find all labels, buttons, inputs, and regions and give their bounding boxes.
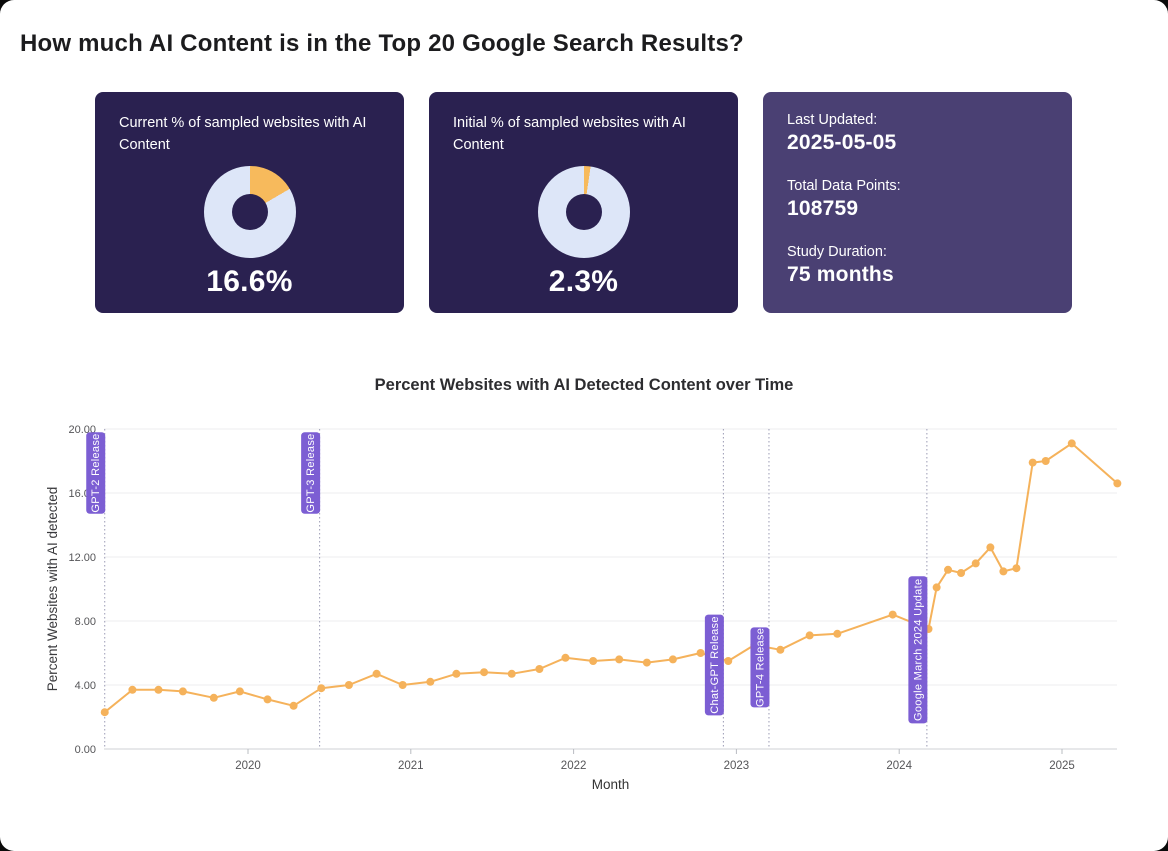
data-point bbox=[642, 658, 651, 667]
y-axis-label: Percent Websites with AI detected bbox=[45, 487, 60, 692]
data-point bbox=[344, 681, 353, 689]
stat-study-duration-value: 75 months bbox=[787, 263, 894, 286]
data-point bbox=[209, 693, 218, 702]
data-point bbox=[971, 559, 980, 568]
x-tick-label: 2025 bbox=[1049, 760, 1075, 772]
stat-last-updated-value: 2025-05-05 bbox=[787, 131, 897, 154]
stat-total-data-points: Total Data Points: 108759 bbox=[787, 178, 1048, 221]
y-tick-label: 12.00 bbox=[68, 552, 96, 564]
donut-chart-initial bbox=[537, 165, 630, 258]
x-tick-label: 2022 bbox=[561, 760, 587, 772]
x-axis-label: Month bbox=[592, 777, 630, 792]
stat-study-duration: Study Duration: 75 months bbox=[787, 244, 1048, 287]
data-point bbox=[668, 655, 677, 664]
data-point bbox=[178, 687, 187, 696]
data-point bbox=[100, 708, 109, 717]
y-tick-label: 8.00 bbox=[75, 616, 96, 628]
annotation-label-box bbox=[86, 432, 106, 514]
data-point bbox=[589, 657, 598, 665]
kpi-card-initial-value: 2.3% bbox=[548, 265, 619, 298]
annotation-label-text: GPT-4 Release bbox=[754, 628, 766, 707]
data-point bbox=[724, 657, 733, 665]
series-line bbox=[104, 442, 1119, 713]
page-title: How much AI Content is in the Top 20 Goo… bbox=[20, 30, 744, 57]
annotation-label-text: GPT-2 Release bbox=[90, 433, 102, 512]
data-point bbox=[317, 684, 326, 693]
annotation-label-box bbox=[908, 576, 928, 724]
data-point bbox=[1041, 457, 1050, 465]
x-tick-label: 2020 bbox=[235, 760, 261, 772]
stat-last-updated: Last Updated: 2025-05-05 bbox=[787, 112, 1048, 155]
data-point bbox=[1113, 479, 1122, 488]
data-point bbox=[696, 649, 705, 657]
data-point bbox=[776, 645, 785, 654]
data-point bbox=[535, 665, 544, 673]
data-point bbox=[289, 701, 298, 710]
kpi-card-current-title: Current % of sampled websites with AI Co… bbox=[119, 115, 367, 154]
chart-title: Percent Websites with AI Detected Conten… bbox=[374, 376, 794, 394]
annotation-label-box bbox=[301, 432, 321, 514]
x-tick-label: 2023 bbox=[724, 760, 750, 772]
stat-study-duration-label: Study Duration: bbox=[787, 244, 887, 260]
data-point bbox=[452, 669, 461, 678]
data-point bbox=[932, 583, 941, 592]
kpi-card-initial-title: Initial % of sampled websites with AI Co… bbox=[453, 115, 686, 154]
data-point bbox=[1067, 439, 1076, 448]
x-tick-label: 2024 bbox=[886, 760, 912, 772]
data-point bbox=[480, 668, 489, 677]
stat-last-updated-label: Last Updated: bbox=[787, 112, 878, 128]
data-point bbox=[986, 543, 995, 552]
annotation-label-text: Google March 2024 Update bbox=[912, 579, 924, 721]
data-point bbox=[1028, 458, 1037, 467]
stats-card: Last Updated: 2025-05-05 Total Data Poin… bbox=[763, 92, 1072, 313]
data-point bbox=[615, 655, 624, 664]
data-point bbox=[263, 695, 272, 704]
data-point bbox=[561, 653, 570, 662]
stat-total-data-points-value: 108759 bbox=[787, 197, 859, 220]
data-point bbox=[805, 631, 814, 640]
kpi-card-current-value: 16.6% bbox=[206, 265, 293, 298]
kpi-card-current: Current % of sampled websites with AI Co… bbox=[95, 92, 404, 313]
stat-total-data-points-label: Total Data Points: bbox=[787, 178, 901, 194]
data-point bbox=[999, 567, 1008, 576]
data-point bbox=[154, 685, 163, 694]
data-point bbox=[888, 610, 897, 619]
annotation-label-box bbox=[750, 627, 770, 708]
data-point bbox=[1012, 564, 1021, 573]
donut-chart-current bbox=[203, 165, 296, 258]
data-point bbox=[957, 569, 966, 577]
data-point bbox=[372, 669, 381, 678]
annotation-label-text: Chat-GPT Release bbox=[709, 616, 721, 714]
kpi-cards-row: Current % of sampled websites with AI Co… bbox=[95, 92, 1072, 313]
annotation-label-text: GPT-3 Release bbox=[305, 433, 317, 512]
data-point bbox=[507, 669, 516, 678]
x-tick-label: 2021 bbox=[398, 760, 424, 772]
annotation-label-box bbox=[704, 614, 724, 716]
data-point bbox=[128, 685, 137, 694]
data-point bbox=[426, 677, 435, 686]
data-point bbox=[944, 565, 953, 574]
data-point bbox=[235, 687, 244, 696]
y-tick-label: 0.00 bbox=[75, 744, 96, 756]
data-point bbox=[833, 629, 842, 638]
kpi-card-initial: Initial % of sampled websites with AI Co… bbox=[429, 92, 738, 313]
data-point bbox=[398, 681, 407, 689]
y-tick-label: 4.00 bbox=[75, 680, 96, 692]
